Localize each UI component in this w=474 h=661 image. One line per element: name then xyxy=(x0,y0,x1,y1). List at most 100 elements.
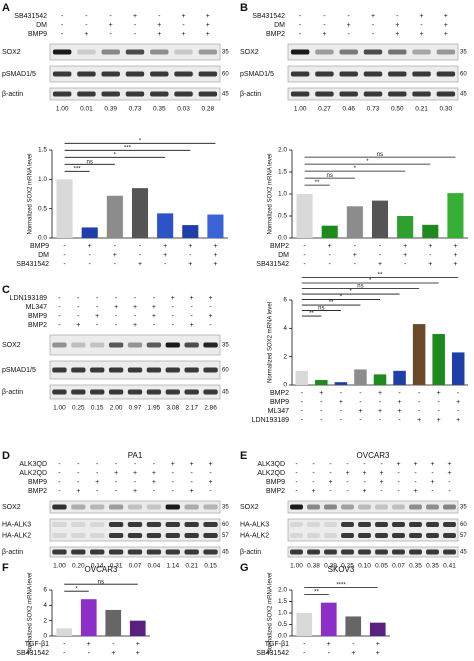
blot-title: OVCAR3 xyxy=(357,451,390,460)
row-label: β-actin xyxy=(240,91,261,98)
blot-band xyxy=(90,389,105,395)
blot-band xyxy=(412,49,431,55)
bar xyxy=(157,213,174,238)
blot-band xyxy=(77,71,96,77)
treatment-sign: + xyxy=(403,252,407,259)
blot-band xyxy=(203,504,218,510)
treatment-sign: + xyxy=(213,243,217,250)
significance-label: ** xyxy=(315,180,320,186)
treatment-sign: - xyxy=(96,470,99,477)
blot-band xyxy=(52,342,67,348)
treatment-sign: + xyxy=(114,470,118,477)
treatment-sign: - xyxy=(89,261,92,268)
treatment-sign: - xyxy=(379,243,382,250)
significance-label: * xyxy=(369,278,372,284)
treatment-sign: + xyxy=(171,461,175,468)
treatment-sign: - xyxy=(303,650,306,657)
treatment-sign: - xyxy=(115,488,118,495)
treatment-sign: - xyxy=(158,13,161,20)
quant-value: 0.39 xyxy=(324,563,337,570)
treatment-sign: + xyxy=(133,304,137,311)
treatment-sign: + xyxy=(453,261,457,268)
treatment-sign: - xyxy=(58,461,61,468)
blot-band xyxy=(174,49,193,55)
treatment-name: BMP9 xyxy=(28,479,47,486)
blot-band xyxy=(150,71,169,77)
treatment-sign: + xyxy=(398,408,402,415)
treatment-sign: - xyxy=(172,322,175,329)
treatment-sign: + xyxy=(76,488,80,495)
treatment-sign: - xyxy=(379,399,382,406)
blot-band xyxy=(71,549,86,555)
treatment-sign: - xyxy=(404,261,407,268)
treatment-name: ML347 xyxy=(268,408,290,415)
treatment-sign: - xyxy=(352,641,355,648)
treatment-sign: - xyxy=(396,13,399,20)
quant-value: 0.04 xyxy=(148,563,161,570)
row-label: SOX2 xyxy=(240,49,259,56)
treatment-sign: + xyxy=(113,252,117,259)
blot-band xyxy=(375,504,388,510)
blot-band xyxy=(392,504,405,510)
treatment-sign: - xyxy=(295,479,298,486)
quant-value: 0.28 xyxy=(202,106,215,113)
blot-band xyxy=(52,389,67,395)
significance-label: ** xyxy=(314,590,319,596)
y-tick-label: 4 xyxy=(283,325,287,332)
treatment-sign: - xyxy=(134,461,137,468)
quant-value: 0.25 xyxy=(341,563,354,570)
treatment-sign: - xyxy=(301,408,304,415)
treatment-sign: - xyxy=(303,261,306,268)
treatment-sign: - xyxy=(379,417,382,424)
blot-band xyxy=(443,504,456,510)
blot-band xyxy=(184,522,199,527)
treatment-sign: - xyxy=(58,313,61,320)
treatment-sign: + xyxy=(138,261,142,268)
treatment-sign: - xyxy=(77,295,80,302)
treatment-sign: + xyxy=(213,261,217,268)
blot-band xyxy=(409,522,422,527)
treatment-sign: - xyxy=(346,488,349,495)
treatment-sign: - xyxy=(398,390,401,397)
quant-value: 0.73 xyxy=(129,106,142,113)
mw-label: 60 xyxy=(460,522,467,528)
treatment-sign: + xyxy=(206,13,210,20)
treatment-sign: + xyxy=(447,461,451,468)
treatment-sign: - xyxy=(63,261,66,268)
treatment-sign: + xyxy=(430,479,434,486)
bar xyxy=(432,334,445,385)
blot-band xyxy=(146,504,162,510)
treatment-sign: - xyxy=(363,461,366,468)
treatment-sign: - xyxy=(134,313,137,320)
blot-band xyxy=(290,522,303,527)
y-tick-label: 2 xyxy=(283,353,287,360)
y-tick-label: 6 xyxy=(43,587,47,594)
treatment-sign: + xyxy=(152,470,156,477)
row-label: HA-ALK3 xyxy=(2,521,31,528)
treatment-sign: + xyxy=(209,313,213,320)
y-axis-label: Normalized SOX2 mRNA level xyxy=(28,153,34,234)
treatment-sign: + xyxy=(190,322,194,329)
treatment-sign: - xyxy=(380,461,383,468)
treatment-sign: - xyxy=(77,461,80,468)
quant-value: 0.07 xyxy=(392,563,405,570)
treatment-sign: - xyxy=(58,470,61,477)
bar xyxy=(129,620,146,636)
blot-band xyxy=(146,549,162,555)
treatment-sign: + xyxy=(209,295,213,302)
treatment-sign: + xyxy=(428,261,432,268)
significance-label: * xyxy=(349,289,352,295)
blot-band xyxy=(127,342,143,348)
treatment-sign: - xyxy=(359,399,362,406)
blot-band xyxy=(71,389,86,395)
bar xyxy=(397,216,414,238)
treatment-sign: - xyxy=(323,13,326,20)
blot-band xyxy=(184,342,199,348)
mw-label: 60 xyxy=(222,368,229,374)
treatment-sign: + xyxy=(376,650,380,657)
y-tick-label: 4 xyxy=(43,602,47,609)
treatment-sign: - xyxy=(329,470,332,477)
treatment-name: ML347 xyxy=(26,304,48,311)
blot-band xyxy=(392,522,405,527)
quant-value: 0.01 xyxy=(80,106,93,113)
